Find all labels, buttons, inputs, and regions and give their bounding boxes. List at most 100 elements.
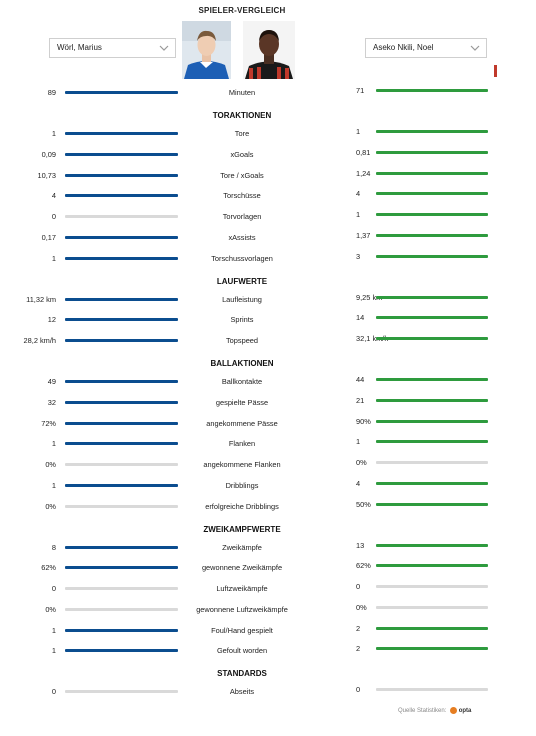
left-value: 1 (51, 253, 56, 263)
stat-row: 8 Zweikämpfe 13 (0, 541, 536, 554)
right-value: 1,24 (356, 168, 371, 178)
right-value: 0% (356, 458, 367, 467)
stat-label: xGoals (230, 149, 254, 159)
left-bar (65, 339, 178, 342)
left-bar (65, 400, 178, 404)
right-value: 0 (356, 582, 361, 591)
right-bar (376, 316, 488, 320)
left-bar (65, 587, 178, 590)
left-value: 0 (51, 687, 56, 697)
right-value: 44 (356, 375, 365, 384)
right-value: 1,37 (356, 230, 371, 240)
stat-label: Ballkontakte (221, 377, 263, 386)
left-bar (65, 152, 178, 156)
right-bar (376, 171, 488, 175)
right-value: 90% (356, 416, 371, 426)
right-value: 4 (356, 189, 361, 199)
right-bar (376, 89, 488, 92)
right-bar (376, 378, 488, 381)
right-bar (376, 150, 488, 154)
left-value: 4 (51, 191, 56, 201)
section-title: TORAKTIONEN (212, 111, 272, 120)
right-bar (376, 502, 488, 506)
right-value: 14 (356, 313, 365, 323)
left-value: 1 (51, 646, 56, 656)
stat-label: erfolgreiche Dribblings (205, 501, 279, 511)
stat-label: gespielte Pässe (215, 397, 269, 407)
left-value: 1 (51, 480, 56, 490)
opta-logo-icon (450, 707, 458, 714)
stat-label: Gefoult worden (216, 646, 268, 656)
left-value: 11,32 km (26, 294, 56, 304)
left-value: 0% (45, 501, 56, 511)
right-bar (376, 295, 488, 299)
left-bar (65, 235, 178, 239)
right-value: 0,81 (356, 147, 371, 157)
stat-row: 1 Tore 1 (0, 127, 536, 140)
stat-row: 0 Luftzweikämpfe 0 (0, 582, 536, 595)
section-title: ZWEIKAMPFWERTE (203, 524, 281, 534)
stat-label: Topspeed (225, 336, 259, 345)
source-label: Quelle Statistiken: (398, 708, 447, 715)
right-value: 21 (356, 395, 365, 405)
section-title: BALLAKTIONEN (210, 359, 274, 368)
stat-label: Foul/Hand gespielt (211, 625, 273, 635)
stat-label: Dribblings (225, 480, 259, 490)
stats-source: Quelle Statistiken: opta (398, 707, 471, 714)
left-bar (65, 421, 178, 425)
right-value: 50% (356, 499, 371, 509)
left-bar (65, 256, 178, 260)
right-bar (376, 626, 488, 630)
left-bar (65, 442, 178, 446)
clipped-photo-edge (494, 65, 497, 77)
right-value: 4 (356, 478, 361, 488)
stat-row: 12 Sprints 14 (0, 313, 536, 326)
stat-row: 0% angekommene Flanken 0% (0, 458, 536, 471)
right-value: 2 (356, 623, 361, 633)
stat-row: 0% erfolgreiche Dribblings 50% (0, 499, 536, 513)
left-bar (65, 215, 178, 218)
left-value: 1 (51, 129, 56, 138)
right-bar (376, 543, 488, 547)
section-title: LAUFWERTE (216, 276, 268, 286)
right-value: 2 (356, 644, 361, 654)
chevron-down-icon (159, 45, 169, 51)
stat-label: Tore (234, 129, 250, 138)
stat-label: angekommene Pässe (206, 418, 278, 428)
stat-row: 1 Flanken 1 (0, 437, 536, 450)
right-value: 1 (356, 437, 361, 447)
stat-label: Luftzweikämpfe (216, 584, 268, 593)
chevron-down-icon (470, 45, 480, 51)
right-bar (376, 233, 488, 237)
page-title: SPIELER-VERGLEICH (198, 6, 286, 15)
left-bar (65, 132, 178, 135)
stat-label: Zweikämpfe (222, 542, 262, 552)
right-bar (376, 605, 488, 609)
left-value: 62% (41, 563, 56, 573)
stat-label: Torschussvorlagen (211, 253, 273, 263)
right-bar (376, 564, 488, 568)
right-value: 62% (356, 561, 371, 571)
stat-row: 0% gewonnene Luftzweikämpfe 0% (0, 602, 536, 616)
right-bar (376, 192, 488, 196)
left-value: 32 (47, 397, 56, 407)
right-value: 71 (356, 86, 365, 95)
right-player-select[interactable]: Aseko Nkili, Noel (365, 38, 487, 58)
stat-row: 1 Gefoult worden 2 (0, 644, 536, 657)
right-bar (376, 461, 488, 464)
left-value: 0 (51, 584, 56, 593)
right-player-photo (243, 21, 295, 79)
right-value: 0% (356, 602, 367, 612)
right-value: 9,25 km (356, 292, 383, 302)
left-player-select[interactable]: Wörl, Marius (49, 38, 176, 58)
left-bar (65, 690, 178, 694)
stat-label: xAssists (228, 232, 256, 242)
left-value: 0% (45, 460, 56, 469)
stat-label: Sprints (230, 315, 254, 325)
right-value: 0 (356, 685, 361, 695)
left-bar (65, 566, 178, 570)
stat-row: 89 Minuten 71 (0, 86, 536, 99)
left-value: 12 (47, 315, 56, 325)
right-bar (376, 419, 488, 423)
stat-label: Minuten (228, 88, 256, 97)
